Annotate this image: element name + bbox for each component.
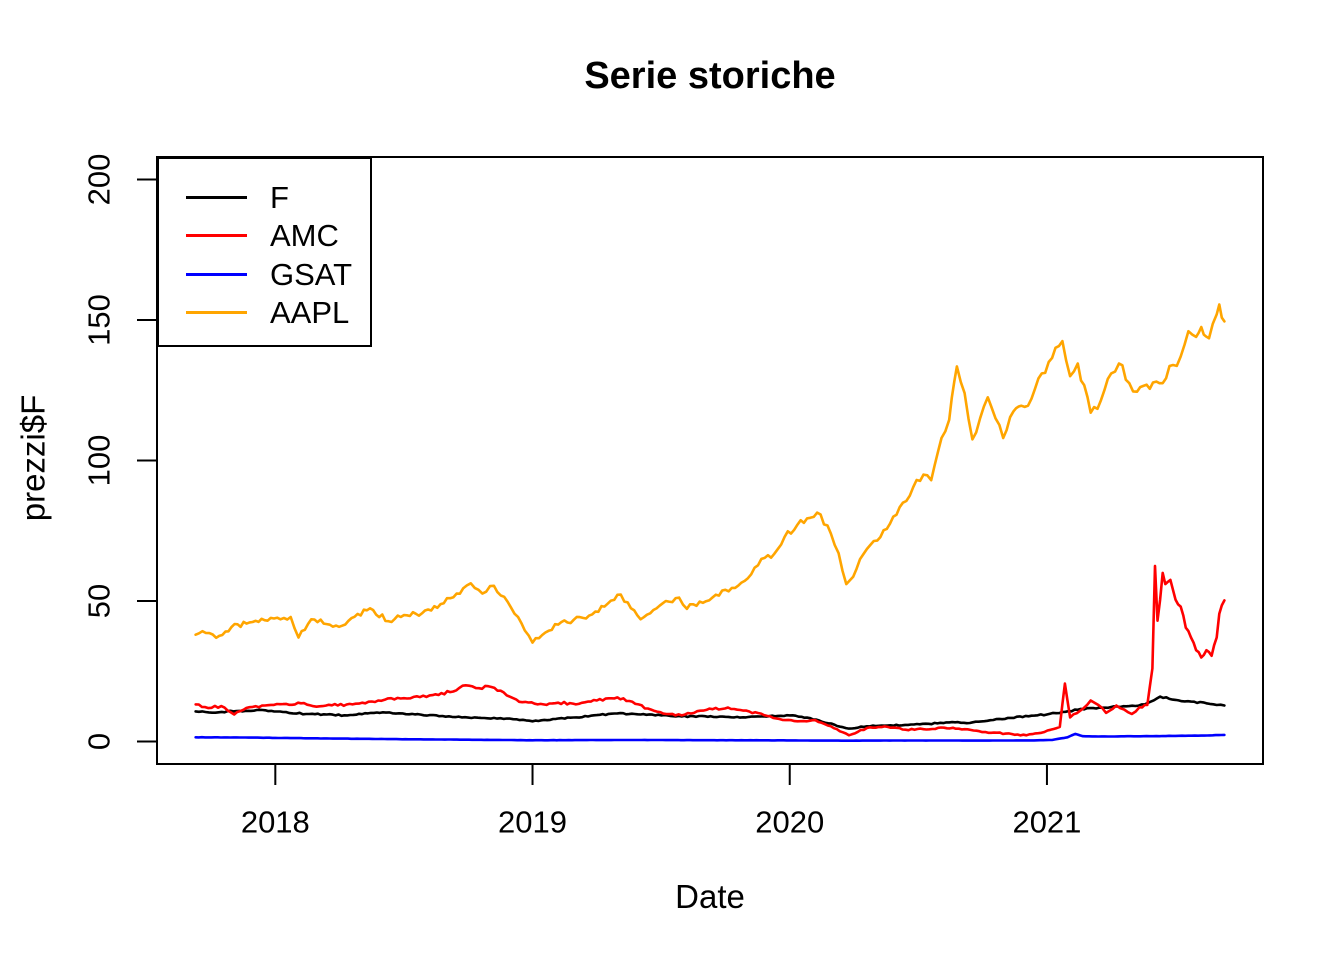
y-axis-label: prezzi$F [14, 394, 52, 522]
legend-item-AAPL: AAPL [159, 294, 370, 333]
legend-label-AMC: AMC [270, 218, 339, 254]
legend-label-GSAT: GSAT [270, 256, 353, 292]
legend: F AMC GSAT AAPL [157, 157, 372, 347]
series-line-AAPL [194, 303, 1226, 644]
legend-item-AMC: AMC [159, 217, 370, 256]
legend-line-sample-AAPL [186, 311, 247, 315]
series-line-GSAT [194, 732, 1226, 742]
y-tick-label-50: 50 [82, 584, 117, 618]
x-tick-label-2020: 2020 [755, 805, 824, 840]
x-axis-label: Date [675, 878, 745, 915]
x-tick-label-2019: 2019 [498, 805, 567, 840]
series-line-AMC [194, 564, 1226, 737]
legend-label-F: F [270, 179, 289, 215]
chart-title: Serie storiche [584, 55, 836, 97]
y-tick-label-100: 100 [82, 435, 117, 487]
legend-item-F: F [159, 178, 370, 217]
legend-line-sample-F [186, 195, 247, 199]
y-tick-label-0: 0 [82, 733, 117, 750]
x-tick-label-2021: 2021 [1012, 805, 1081, 840]
y-tick-label-200: 200 [82, 154, 117, 206]
x-tick-label-2018: 2018 [241, 805, 310, 840]
legend-item-GSAT: GSAT [159, 255, 370, 294]
legend-line-sample-AMC [186, 234, 247, 238]
legend-line-sample-GSAT [186, 272, 247, 276]
legend-label-AAPL: AAPL [270, 295, 350, 331]
series-line-F [194, 695, 1226, 730]
y-tick-label-150: 150 [82, 294, 117, 346]
